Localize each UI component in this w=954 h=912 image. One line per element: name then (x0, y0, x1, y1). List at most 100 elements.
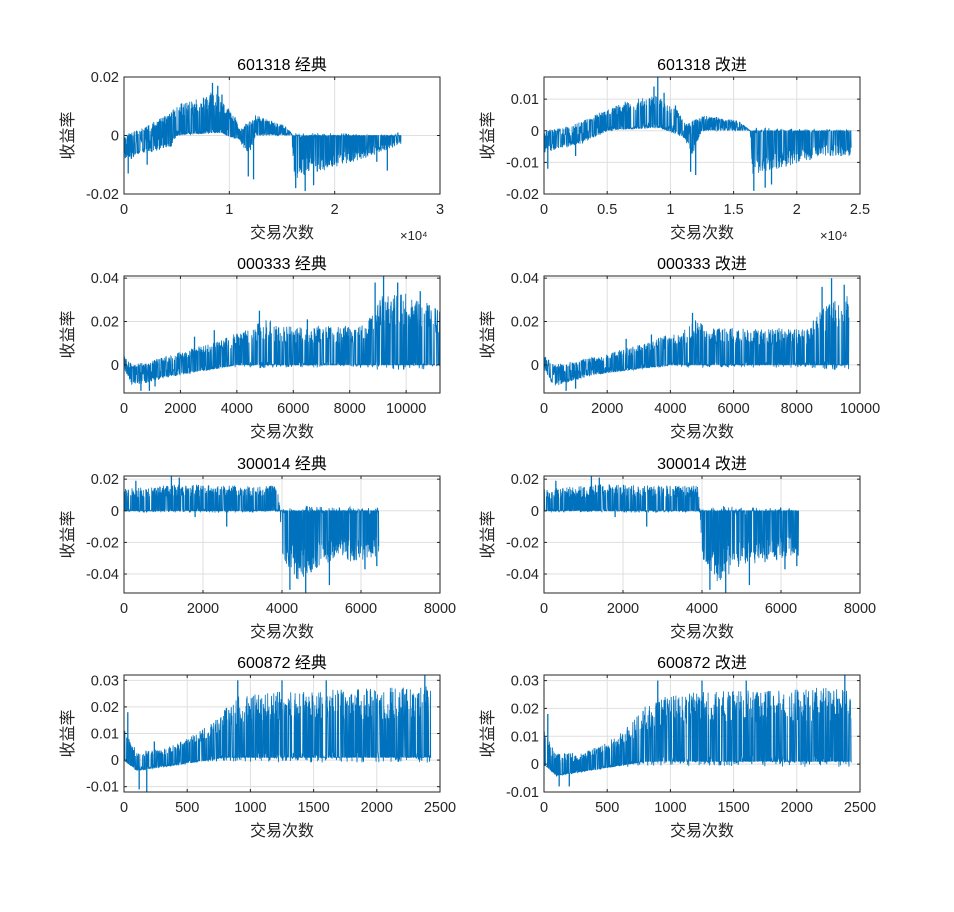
x-axis-label: 交易次数 (250, 422, 314, 441)
x-tick-label: 8000 (424, 601, 456, 617)
x-tick-label: 6000 (765, 601, 797, 617)
x-axis-label: 交易次数 (250, 622, 314, 641)
x-tick-label: 0 (540, 800, 548, 816)
x-axis-label: 交易次数 (250, 821, 314, 840)
x-tick-label: 2000 (591, 401, 623, 417)
axes-box (543, 674, 861, 793)
y-tick-label: 0 (531, 757, 539, 773)
y-tick-label: 0 (111, 129, 119, 145)
x-tick-label: 0 (540, 202, 548, 218)
x-tick-label: 2000 (187, 601, 219, 617)
y-tick-label: -0.01 (86, 780, 119, 796)
x-tick-label: 2500 (424, 800, 456, 816)
y-tick-label: 0 (531, 504, 539, 520)
x-axis-label: 交易次数 (670, 223, 734, 242)
subplot-5: 0 2000 4000 6000 8000 -0.04 -0.02 0 0.02 300014 经… (58, 455, 456, 641)
y-tick-label: -0.02 (86, 187, 119, 203)
x-axis-label: 交易次数 (670, 622, 734, 641)
x-tick-label: 2 (793, 202, 801, 218)
y-axis-label: 收益率 (478, 111, 497, 159)
x-tick-label: 0 (540, 601, 548, 617)
chart-title: 000333 经典 (237, 255, 327, 273)
y-axis-label: 收益率 (58, 111, 77, 159)
x-tick-label: 2500 (844, 800, 876, 816)
x-tick-label: 2.5 (850, 202, 870, 218)
x-tick-label: 4000 (654, 401, 686, 417)
x-tick-label: 1000 (234, 800, 266, 816)
chart-title: 300014 改进 (657, 455, 747, 473)
y-axis-label: 收益率 (58, 510, 77, 558)
y-tick-label: 0.02 (91, 70, 119, 86)
x-tick-label: 2000 (361, 800, 393, 816)
x-tick-label: 3 (436, 202, 444, 218)
y-tick-label: 0.04 (511, 271, 539, 287)
y-axis-label: 收益率 (58, 310, 77, 358)
chart-title: 000333 改进 (657, 255, 747, 273)
y-tick-label: 0 (531, 358, 539, 374)
y-tick-label: 0.01 (91, 727, 119, 743)
y-tick-label: 0.03 (511, 674, 539, 690)
y-tick-label: 0.02 (91, 315, 119, 331)
x-tick-label: 1 (225, 202, 233, 218)
x-tick-label: 500 (175, 800, 199, 816)
y-tick-label: 0 (111, 753, 119, 769)
axes-box (543, 275, 861, 394)
series-line (544, 687, 852, 777)
y-tick-label: 0 (531, 124, 539, 140)
subplot-2: 0 0.5 1 1.5 2 2.5 -0.02 -0.01 0 0.01 601318 改进交易次数… (478, 56, 870, 243)
x-tick-label: 0 (540, 401, 548, 417)
series-line (544, 484, 799, 582)
y-tick-label: 0.02 (511, 472, 539, 488)
subplot-6: 0 2000 4000 6000 8000 -0.04 -0.02 0 0.02 300014 改… (478, 455, 876, 641)
y-tick-label: 0.02 (511, 315, 539, 331)
x-tick-label: 500 (595, 800, 619, 816)
y-axis-label: 收益率 (58, 709, 77, 757)
series-line (124, 92, 402, 178)
chart-title: 600872 改进 (657, 654, 747, 672)
x-axis-label: 交易次数 (670, 821, 734, 840)
y-tick-label: -0.02 (506, 187, 539, 203)
x-tick-label: 1.5 (724, 202, 744, 218)
y-tick-label: 0 (111, 358, 119, 374)
x-tick-label: 10000 (386, 401, 426, 417)
y-tick-label: 0.02 (91, 472, 119, 488)
x-tick-label: 2 (331, 202, 339, 218)
y-axis-label: 收益率 (478, 510, 497, 558)
x-tick-label: 8000 (334, 401, 366, 417)
y-tick-label: -0.01 (506, 785, 539, 801)
x-tick-label: 0 (120, 800, 128, 816)
x-tick-label: 0.5 (597, 202, 617, 218)
axes-box (123, 275, 441, 394)
x-tick-label: 6000 (717, 401, 749, 417)
series-line (124, 686, 432, 772)
x-tick-label: 1500 (717, 800, 749, 816)
series-line (544, 96, 852, 174)
y-tick-label: 0.04 (91, 271, 119, 287)
y-tick-label: -0.02 (86, 535, 119, 551)
series-line (544, 296, 850, 386)
axes-box (543, 76, 861, 195)
series-line (124, 293, 440, 385)
y-tick-label: 0 (111, 504, 119, 520)
subplot-4: 0 2000 4000 6000 8000 10000 0 0.02 0.04 000333 改进… (478, 255, 880, 441)
y-tick-label: -0.04 (506, 567, 539, 583)
x-tick-label: 1500 (297, 800, 329, 816)
x-tick-label: 0 (120, 401, 128, 417)
y-tick-label: 0.01 (511, 729, 539, 745)
y-tick-label: -0.02 (506, 535, 539, 551)
x-axis-multiplier: ×10⁴ (820, 228, 848, 243)
x-tick-label: 2000 (607, 601, 639, 617)
x-tick-label: 10000 (840, 401, 880, 417)
y-axis-label: 收益率 (478, 310, 497, 358)
x-tick-label: 1 (666, 202, 674, 218)
x-tick-label: 4000 (266, 601, 298, 617)
x-tick-label: 6000 (277, 401, 309, 417)
subplot-3: 0 2000 4000 6000 8000 10000 0 0.02 0.04 000333 经典… (58, 255, 441, 441)
x-tick-label: 4000 (686, 601, 718, 617)
x-tick-label: 8000 (844, 601, 876, 617)
x-tick-label: 2000 (781, 800, 813, 816)
subplot-8: 0 500 1000 1500 2000 2500-0.0100.010.020.0360… (478, 654, 876, 840)
x-tick-label: 6000 (345, 601, 377, 617)
